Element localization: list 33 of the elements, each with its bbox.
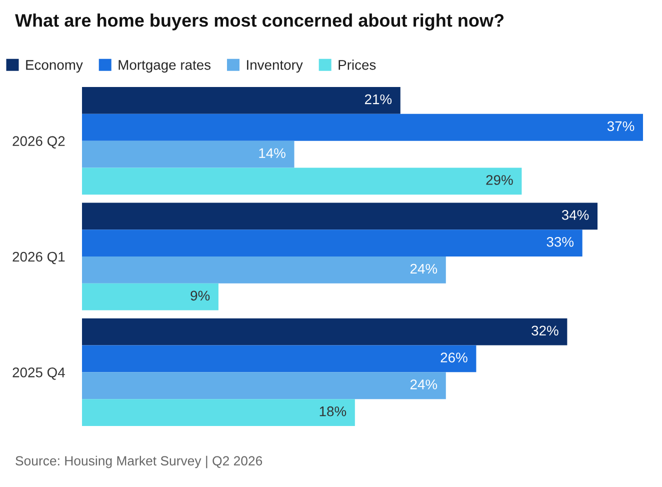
data-label: 26% bbox=[440, 352, 468, 362]
y-tick-label: 2026 Q2 bbox=[12, 136, 65, 148]
legend-label: Mortgage rates bbox=[118, 60, 211, 73]
data-label: 9% bbox=[190, 290, 210, 301]
bar bbox=[82, 87, 400, 114]
bar bbox=[82, 168, 522, 195]
bar bbox=[82, 283, 218, 310]
data-label: 24% bbox=[410, 380, 438, 390]
legend-label: Economy bbox=[26, 60, 83, 73]
y-tick-label: 2026 Q1 bbox=[12, 252, 65, 264]
data-label: 21% bbox=[364, 94, 392, 104]
data-label: 37% bbox=[607, 121, 634, 132]
data-label: 33% bbox=[546, 236, 574, 247]
bar bbox=[82, 202, 598, 230]
data-label: 14% bbox=[259, 148, 286, 158]
legend-label: Inventory bbox=[247, 60, 303, 73]
data-label: 18% bbox=[320, 406, 346, 416]
bar bbox=[82, 114, 643, 141]
y-tick-label: 2025 Q4 bbox=[12, 368, 65, 380]
bar bbox=[82, 140, 294, 168]
data-label: 24% bbox=[410, 264, 438, 274]
data-label: 29% bbox=[486, 175, 513, 185]
legend-label: Prices bbox=[338, 60, 376, 70]
data-label: 34% bbox=[562, 210, 589, 220]
bar bbox=[82, 399, 355, 426]
chart-title: What are home buyers most concerned about right now? bbox=[15, 14, 504, 30]
bar bbox=[82, 256, 446, 284]
bar bbox=[82, 345, 476, 372]
bar bbox=[82, 372, 446, 400]
source-note: Source: Housing Market Survey | Q2 2026 bbox=[16, 456, 262, 468]
bar bbox=[82, 230, 582, 256]
data-label: 32% bbox=[532, 326, 558, 336]
bar bbox=[82, 318, 568, 346]
